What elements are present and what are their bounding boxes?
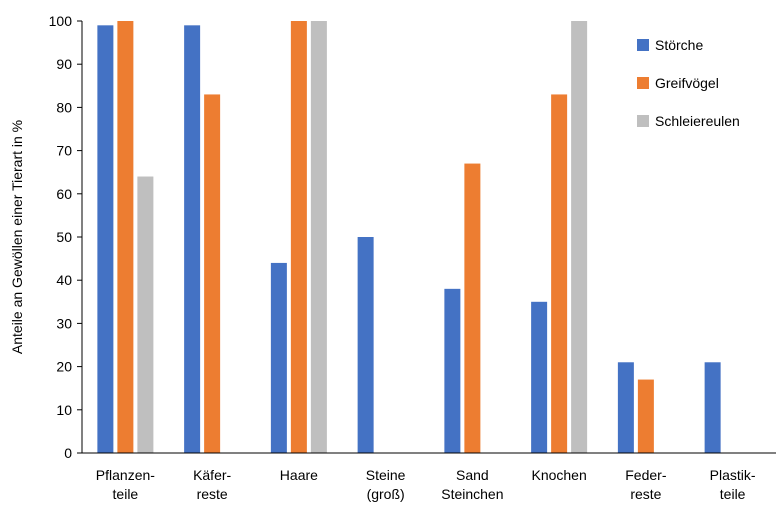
bar	[531, 301, 548, 453]
bar	[357, 237, 374, 453]
y-tick-label: 30	[56, 315, 72, 331]
bar	[464, 163, 481, 453]
legend-label: Schleiereulen	[655, 113, 740, 129]
y-tick-label: 100	[49, 13, 73, 29]
x-tick-label: Haare	[280, 467, 318, 483]
x-tick-label: Käfer-reste	[193, 467, 231, 502]
bar	[270, 262, 287, 453]
bar	[571, 21, 588, 453]
y-tick-label: 90	[56, 56, 72, 72]
bar	[117, 21, 134, 453]
x-tick-label: Sand Steinchen	[441, 467, 503, 502]
y-ticks: 0 10 20 30 40 50 60 70 80 90 100	[49, 13, 82, 461]
bar	[551, 94, 568, 453]
bar	[617, 362, 634, 453]
y-tick-label: 70	[56, 143, 72, 159]
x-tick-label: Plastik-teile	[710, 467, 756, 502]
y-tick-label: 40	[56, 272, 72, 288]
bar	[97, 25, 114, 453]
y-tick-label: 50	[56, 229, 72, 245]
bar	[137, 176, 154, 453]
x-tick-label: Knochen	[531, 467, 586, 483]
x-tick-label: Steine (groß)	[366, 467, 406, 502]
bar	[310, 21, 327, 453]
y-tick-label: 60	[56, 186, 72, 202]
bar	[204, 94, 221, 453]
legend-swatch	[637, 39, 649, 51]
bar	[184, 25, 201, 453]
y-tick-label: 10	[56, 402, 72, 418]
x-tick-label: Feder-reste	[625, 467, 667, 502]
bar	[704, 362, 721, 453]
bar	[444, 288, 461, 453]
y-tick-label: 0	[64, 445, 72, 461]
y-tick-label: 80	[56, 99, 72, 115]
bars-layer	[97, 21, 721, 453]
bar	[637, 379, 654, 453]
legend-label: Störche	[655, 37, 703, 53]
legend-swatch	[637, 115, 649, 127]
legend: Störche Greifvögel Schleiereulen	[637, 37, 740, 129]
legend-swatch	[637, 77, 649, 89]
x-tick-labels: Pflanzen-teile Käfer-reste Haare Steine (gro…	[96, 467, 756, 502]
legend-label: Greifvögel	[655, 75, 719, 91]
y-axis-title: Anteile an Gewöllen einer Tierart in %	[9, 120, 25, 354]
bar	[290, 21, 307, 453]
y-tick-label: 20	[56, 359, 72, 375]
x-tick-label: Pflanzen-teile	[96, 467, 155, 502]
